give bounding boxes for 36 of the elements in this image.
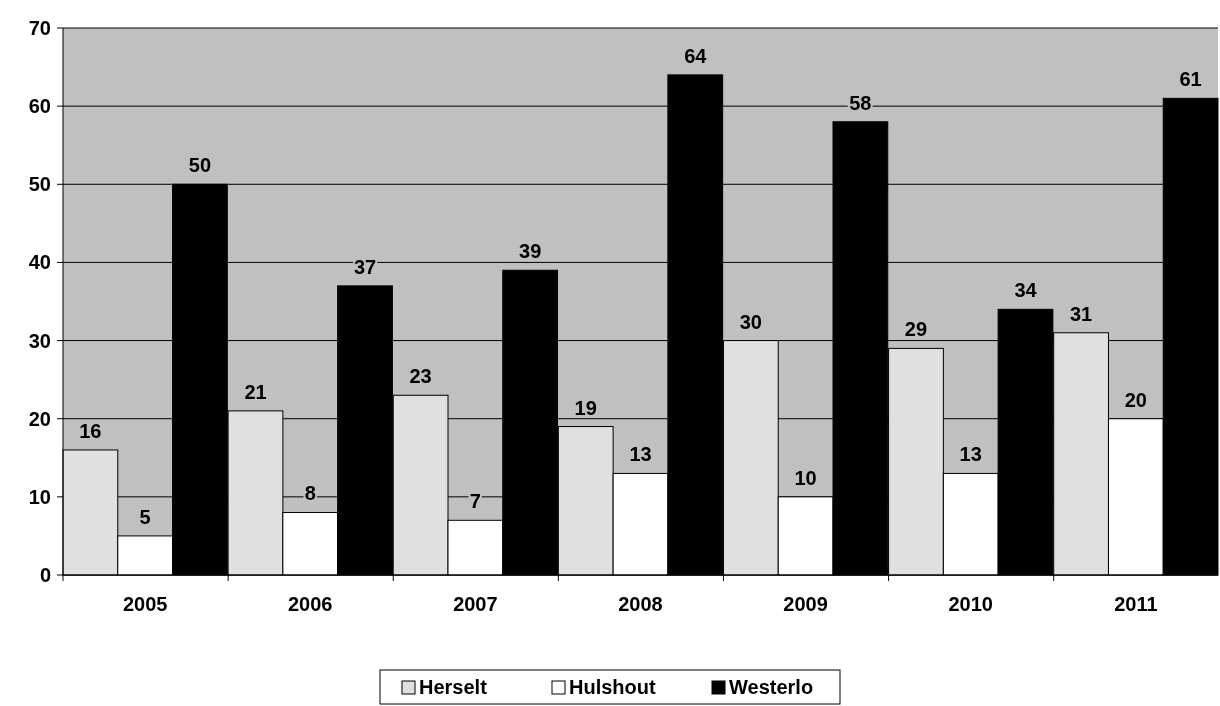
data-label: 10 [794,466,817,489]
data-label: 23 [409,365,432,388]
y-tick-label: 30 [28,329,51,352]
data-label: 19 [574,396,597,419]
y-tick-label: 40 [28,251,51,274]
y-tick-label: 60 [28,95,51,118]
y-tick-label: 70 [28,17,51,39]
data-label: 21 [244,380,267,403]
data-label: 61 [1179,68,1202,91]
y-tick-label: 10 [28,485,51,508]
data-label: 16 [79,419,102,442]
x-tick-label: 2009 [783,593,828,615]
data-label: 30 [739,310,762,333]
y-tick-label: 0 [39,564,51,586]
x-tick-label: 2005 [122,593,168,615]
y-tick-label: 50 [28,173,51,196]
x-tick-label: 2008 [618,593,663,615]
x-tick-label: 2007 [453,593,498,615]
y-tick-label: 20 [28,407,51,430]
legend-label: Herselt [419,676,488,698]
data-label: 20 [1124,388,1147,411]
data-label: 50 [188,154,212,177]
x-tick-label: 2006 [288,593,333,615]
x-tick-label: 2011 [1114,593,1158,615]
data-label: 29 [904,318,928,341]
data-label: 31 [1069,302,1093,325]
data-label: 13 [629,443,652,466]
legend-label: Westerlo [729,676,814,698]
legend-label: Hulshout [569,676,656,698]
data-label: 5 [139,505,151,528]
data-label: 34 [1014,279,1038,302]
x-tick-label: 2010 [948,593,993,615]
data-label: 13 [959,443,982,466]
data-label: 39 [519,240,542,263]
data-label: 64 [684,44,708,67]
data-label: 7 [469,490,481,513]
